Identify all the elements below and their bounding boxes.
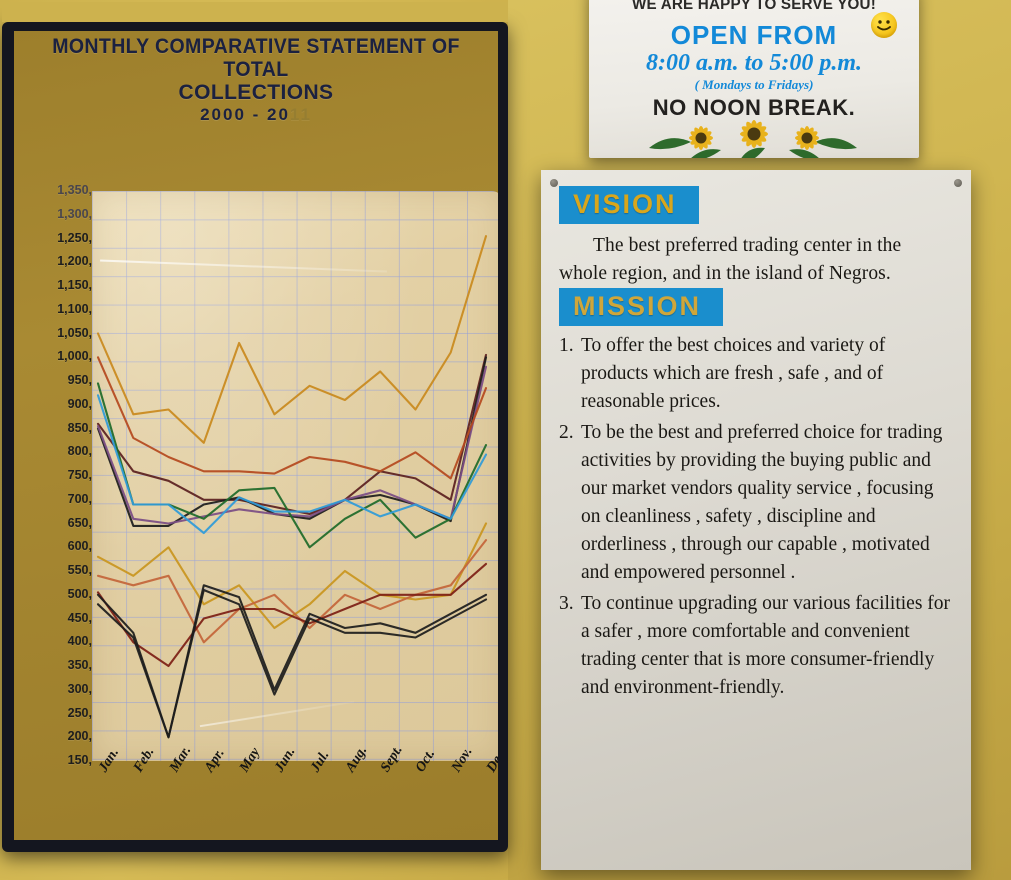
chart-title-line3: 2000 - 2011 <box>14 104 498 125</box>
mission-item-text: To offer the best choices and variety of… <box>581 335 886 412</box>
chart-series-2007 <box>96 356 488 527</box>
y-axis-tick-label: 1,100, <box>57 301 92 316</box>
y-axis-tick-label: 1,150, <box>57 278 92 292</box>
y-axis-tick-label: 1,250, <box>57 230 92 245</box>
y-axis-tick-label: 700, <box>67 491 92 506</box>
graph-paper <box>92 191 498 761</box>
y-axis-tick-label: 900, <box>67 396 92 411</box>
chart-title-years-faded: 11 <box>289 105 312 124</box>
mission-item-number: 3. <box>559 593 574 614</box>
mission-item-text: To continue upgrading our various facili… <box>581 593 951 698</box>
hours-range: 8:00 a.m. to 5:00 p.m. <box>646 50 862 76</box>
chart-series-2010 <box>96 356 488 480</box>
mission-item-text: To be the best and preferred choice for … <box>581 422 943 583</box>
chart-title: MONTHLY COMPARATIVE STATEMENT OF TOTAL C… <box>14 35 498 125</box>
y-axis-tick-label: 650, <box>67 515 92 530</box>
hours-greeting: WE ARE HAPPY TO SERVE YOU! <box>631 0 876 13</box>
chart-series-2003 <box>96 539 488 644</box>
mission-item: 1. To offer the best choices and variety … <box>559 332 953 416</box>
screw-icon-top-left <box>550 179 558 187</box>
mission-list: 1. To offer the best choices and variety … <box>559 332 953 702</box>
y-axis-tick-label: 600, <box>67 539 92 554</box>
chart-board-frame: MONTHLY COMPARATIVE STATEMENT OF TOTAL C… <box>2 2 508 852</box>
chart-series-2009 <box>96 353 488 516</box>
y-axis-tick-label: 1,350, <box>57 183 92 197</box>
mission-heading: MISSION <box>559 288 724 326</box>
y-axis-labels: 1,350, 1,300, 1,250, 1,200, 1,150, 1,100, 1,05… <box>20 181 94 771</box>
vision-mission-sign: VISION The best preferred trading center… <box>541 170 971 870</box>
y-axis-tick-label: 350, <box>67 658 92 672</box>
hours-days: ( Mondays to Fridays) <box>694 77 814 92</box>
smiley-face-icon-right <box>871 12 897 38</box>
y-axis-tick-label: 250, <box>67 705 92 720</box>
chart-title-years: 2000 - 20 <box>200 105 290 124</box>
opening-hours-sign: WE ARE HAPPY TO SERVE YOU! OPEN FROM 8:0… <box>589 0 919 158</box>
y-axis-tick-label: 1,200, <box>57 254 92 269</box>
chart-series-2001 <box>96 584 488 739</box>
y-axis-tick-label: 550, <box>67 563 92 577</box>
mission-item: 2. To be the best and preferred choice fo… <box>559 419 953 587</box>
chart-lines <box>96 235 488 739</box>
mission-item-number: 1. <box>559 335 574 356</box>
smiley-glyph <box>877 20 891 31</box>
y-axis-tick-label: 850, <box>67 420 92 435</box>
x-axis-labels: Jan. Feb. Mar. Apr. May Jun. Jul. Aug. Sept. Oct.… <box>92 743 498 840</box>
vision-text: The best preferred trading center in the… <box>559 235 902 284</box>
y-axis-tick-label: 450, <box>67 610 92 625</box>
y-axis-tick-label: 200, <box>67 729 92 744</box>
y-axis-tick-label: 150, <box>67 753 92 767</box>
sunflower-decoration-icon <box>649 120 857 158</box>
hours-open-from: OPEN FROM <box>670 20 838 50</box>
chart-title-line2: COLLECTIONS <box>178 81 334 104</box>
chart-board: MONTHLY COMPARATIVE STATEMENT OF TOTAL C… <box>14 31 498 840</box>
chart-series-2000 <box>96 588 488 739</box>
vision-heading: VISION <box>559 186 699 224</box>
y-axis-tick-label: 1,300, <box>57 206 92 221</box>
chart-title-line1: MONTHLY COMPARATIVE STATEMENT OF TOTAL <box>52 35 460 81</box>
mission-item: 3. To continue upgrading our various faci… <box>559 590 953 702</box>
screw-icon-top-right <box>954 179 962 187</box>
y-axis-tick-label: 800, <box>67 444 92 459</box>
chart-series-2006 <box>96 394 488 535</box>
chart-series-2011 <box>96 235 488 444</box>
y-axis-tick-label: 750, <box>67 468 92 482</box>
chart-series-2002 <box>96 562 488 668</box>
y-axis-tick-label: 400, <box>67 634 92 649</box>
y-axis-tick-label: 950, <box>67 373 92 387</box>
y-axis-tick-label: 300, <box>67 681 92 696</box>
y-axis-tick-label: 500, <box>67 586 92 601</box>
y-axis-tick-label: 1,000, <box>57 349 92 364</box>
mission-item-number: 2. <box>559 422 574 443</box>
y-axis-tick-label: 1,050, <box>57 325 92 340</box>
hours-no-noon-break: NO NOON BREAK. <box>652 95 856 120</box>
